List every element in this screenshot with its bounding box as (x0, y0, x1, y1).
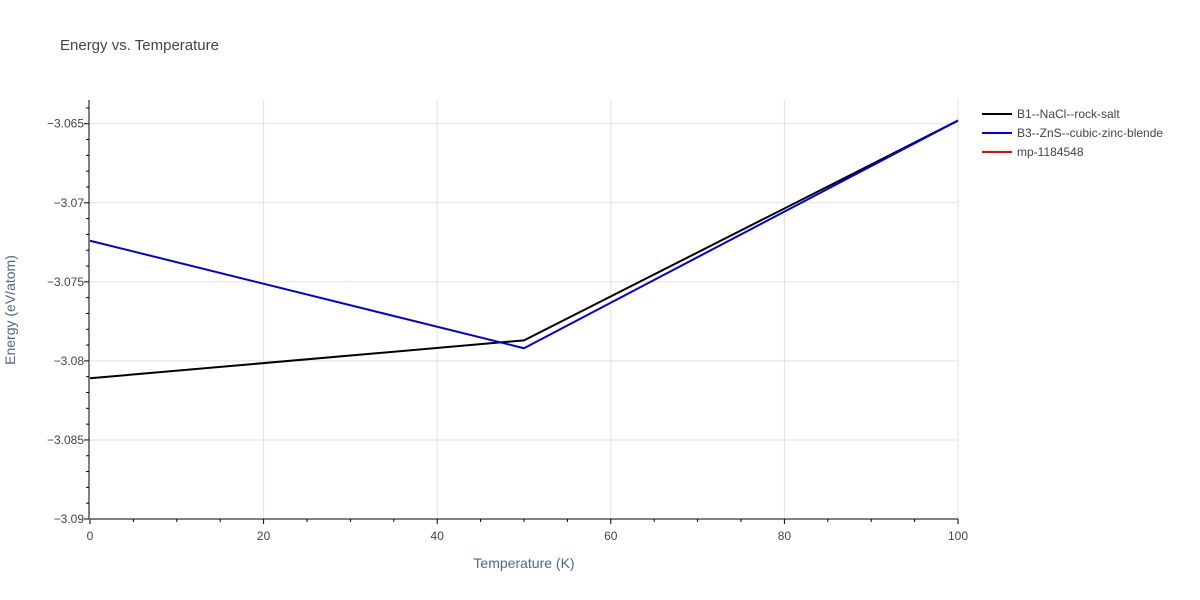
grid-lines (90, 100, 959, 519)
chart-title: Energy vs. Temperature (60, 37, 219, 54)
y-tick-label: −3.085 (47, 433, 84, 447)
x-axis-ticks: 0 20 40 60 80 100 (87, 519, 968, 543)
legend-label: mp-1184548 (1017, 145, 1084, 159)
x-tick-label: 40 (431, 529, 445, 543)
x-tick-label: 60 (604, 529, 618, 543)
x-tick-label: 0 (87, 529, 94, 543)
axes (88, 100, 958, 520)
legend[interactable]: B1--NaCl--rock-salt B3--ZnS--cubic-zinc-b… (982, 107, 1163, 159)
series-line-2 (89, 119, 959, 350)
x-tick-label: 80 (778, 529, 792, 543)
x-tick-label: 100 (948, 529, 968, 543)
x-tick-label: 20 (257, 529, 271, 543)
legend-item-1[interactable]: B1--NaCl--rock-salt (982, 107, 1120, 121)
x-axis-title: Temperature (K) (473, 555, 574, 571)
legend-item-3[interactable]: mp-1184548 (982, 145, 1084, 159)
legend-item-2[interactable]: B3--ZnS--cubic-zinc-blende (982, 126, 1163, 140)
series-lines (89, 119, 959, 380)
series-line-1 (89, 119, 959, 380)
legend-label: B3--ZnS--cubic-zinc-blende (1017, 126, 1163, 140)
y-tick-label: −3.09 (54, 512, 85, 526)
y-tick-label: −3.075 (47, 275, 84, 289)
y-axis-title: Energy (eV/atom) (2, 255, 18, 365)
y-tick-label: −3.08 (54, 354, 85, 368)
legend-label: B1--NaCl--rock-salt (1017, 107, 1120, 121)
y-tick-label: −3.065 (47, 117, 84, 131)
y-tick-label: −3.07 (54, 196, 85, 210)
y-axis-ticks: −3.065 −3.07 −3.075 −3.08 −3.085 −3.09 (47, 107, 89, 526)
